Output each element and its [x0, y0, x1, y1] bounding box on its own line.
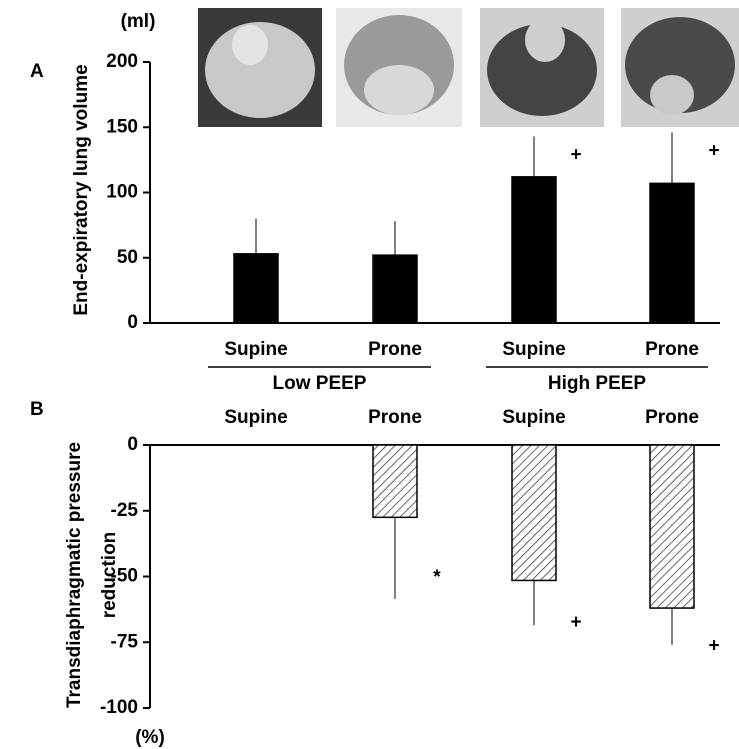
x-tick-label: Prone — [645, 339, 699, 360]
y-tick-label: -75 — [111, 631, 139, 652]
annotation: + — [570, 612, 581, 633]
x-tick-label: Prone — [368, 407, 422, 428]
ct-image — [621, 8, 739, 127]
x-tick-label: Supine — [502, 407, 565, 428]
y-tick-label: 50 — [117, 247, 138, 268]
ct-image — [198, 8, 322, 127]
y-axis-label: End-expiratory lung volume — [71, 64, 92, 315]
y-tick-label: 100 — [106, 182, 138, 203]
bar — [373, 445, 417, 517]
bar — [512, 445, 556, 580]
annotation: * — [433, 567, 441, 588]
unit-label: (ml) — [121, 11, 156, 32]
group-label: Low PEEP — [273, 373, 367, 394]
y-tick-label: -50 — [111, 566, 138, 587]
ct-image — [480, 8, 604, 127]
ct-image — [336, 8, 462, 127]
x-tick-label: Supine — [224, 339, 287, 360]
y-tick-label: 150 — [106, 116, 138, 137]
panel-label: A — [30, 61, 44, 82]
y-tick-label: -100 — [100, 697, 138, 718]
bar — [650, 445, 694, 608]
annotation: + — [708, 140, 719, 161]
unit-label: (%) — [135, 727, 165, 748]
y-axis-label: Transdiaphragmatic pressure — [64, 442, 85, 708]
y-tick-label: 200 — [106, 51, 138, 72]
bar — [373, 255, 417, 323]
bar — [650, 183, 694, 323]
x-tick-label: Prone — [368, 339, 422, 360]
x-tick-label: Supine — [502, 339, 565, 360]
ct-images — [198, 8, 739, 127]
y-tick-label: 0 — [127, 434, 138, 455]
annotation: + — [570, 144, 581, 165]
y-tick-label: -25 — [111, 500, 139, 521]
figure: A (ml) End-expiratory lung volume 0 50 100 150… — [0, 0, 739, 749]
annotation: + — [708, 635, 719, 656]
panel-label: B — [30, 399, 44, 420]
bar — [234, 254, 278, 323]
x-tick-label: Supine — [224, 407, 287, 428]
group-label: High PEEP — [548, 373, 647, 394]
y-tick-label: 0 — [127, 312, 138, 333]
bar — [512, 177, 556, 323]
x-tick-label: Prone — [645, 407, 699, 428]
